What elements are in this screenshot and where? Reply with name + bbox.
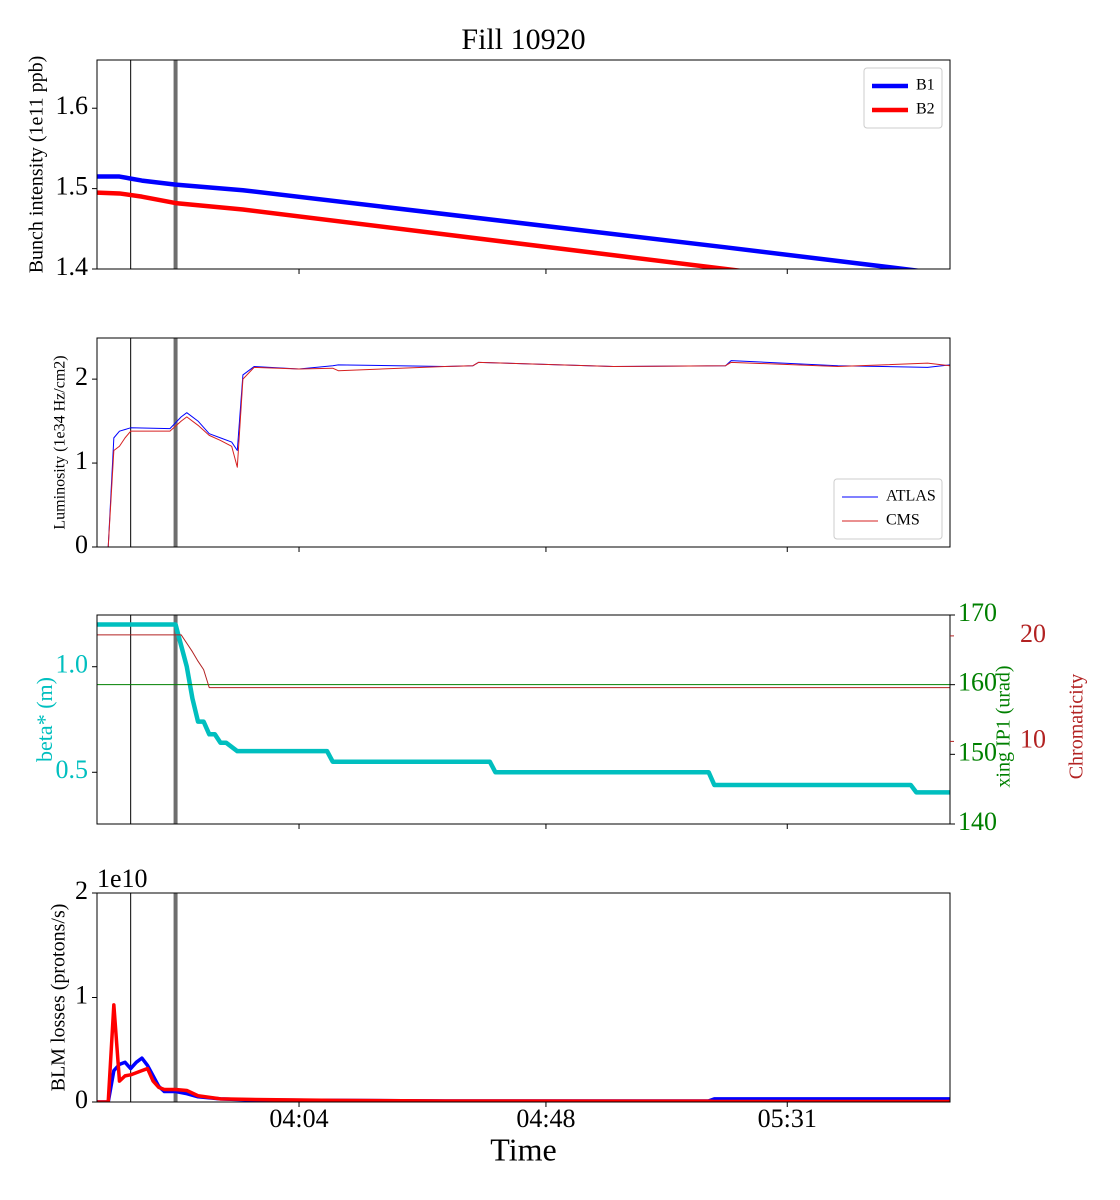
y-tick-label: 2 (75, 362, 88, 391)
y-tick-label: 0 (75, 1085, 88, 1114)
series-line (97, 190, 745, 269)
y3-tick-label: 10 (1020, 724, 1046, 753)
legend-box (833, 478, 943, 540)
y-tick-label: 1 (75, 980, 88, 1009)
series-line (97, 634, 950, 689)
legend-label: B2 (916, 101, 935, 118)
x-axis-label: Time (490, 1131, 556, 1167)
plot-area (97, 1003, 950, 1102)
plot-frame (96, 337, 951, 548)
y2-tick-label: 140 (958, 807, 997, 836)
y-tick-label: 1 (75, 446, 88, 475)
plot-area (97, 622, 950, 795)
y-tick-label: 1.4 (56, 252, 89, 281)
y-axis-label: Luminosity (1e34 Hz/cm2) (52, 355, 69, 529)
y3-axis-label: Chromaticity (1066, 674, 1088, 780)
plot-area (97, 360, 950, 547)
x-tick-label: 05:31 (758, 1104, 817, 1133)
offset-text: 1e10 (97, 864, 148, 893)
y-axis-label: beta* (m) (32, 677, 57, 762)
x-tick-label: 04:04 (269, 1104, 328, 1133)
legend-box (863, 67, 943, 129)
y-axis-label: BLM losses (protons/s) (48, 904, 70, 1092)
series-line (97, 174, 923, 269)
y2-tick-label: 160 (958, 668, 997, 697)
y-tick-label: 1.0 (56, 650, 89, 679)
legend-label: B1 (916, 77, 935, 94)
plot-frame (96, 59, 951, 270)
series-line (97, 361, 950, 547)
legend-label: ATLAS (886, 488, 936, 505)
legend-label: CMS (886, 512, 920, 529)
y-axis-label: Bunch intensity (1e11 ppb) (26, 56, 48, 274)
y2-tick-label: 150 (958, 737, 997, 766)
y-tick-label: 0.5 (56, 755, 89, 784)
chart-title: Fill 10920 (461, 23, 585, 56)
y-tick-label: 1.6 (56, 91, 89, 120)
series-line (97, 360, 950, 547)
y2-tick-label: 170 (958, 598, 997, 627)
plot-area (97, 174, 923, 269)
series-line (97, 622, 950, 795)
y3-tick-label: 20 (1020, 619, 1046, 648)
series-line (97, 1056, 950, 1102)
series-line (97, 1003, 950, 1102)
y-tick-label: 0 (75, 530, 88, 559)
plot-frame (96, 892, 951, 1103)
x-tick-label: 04:48 (516, 1104, 575, 1133)
y2-axis-label: xing IP1 (urad) (993, 665, 1015, 787)
y-tick-label: 1.5 (56, 172, 89, 201)
plot-frame (96, 614, 951, 825)
y-tick-label: 2 (75, 876, 88, 905)
